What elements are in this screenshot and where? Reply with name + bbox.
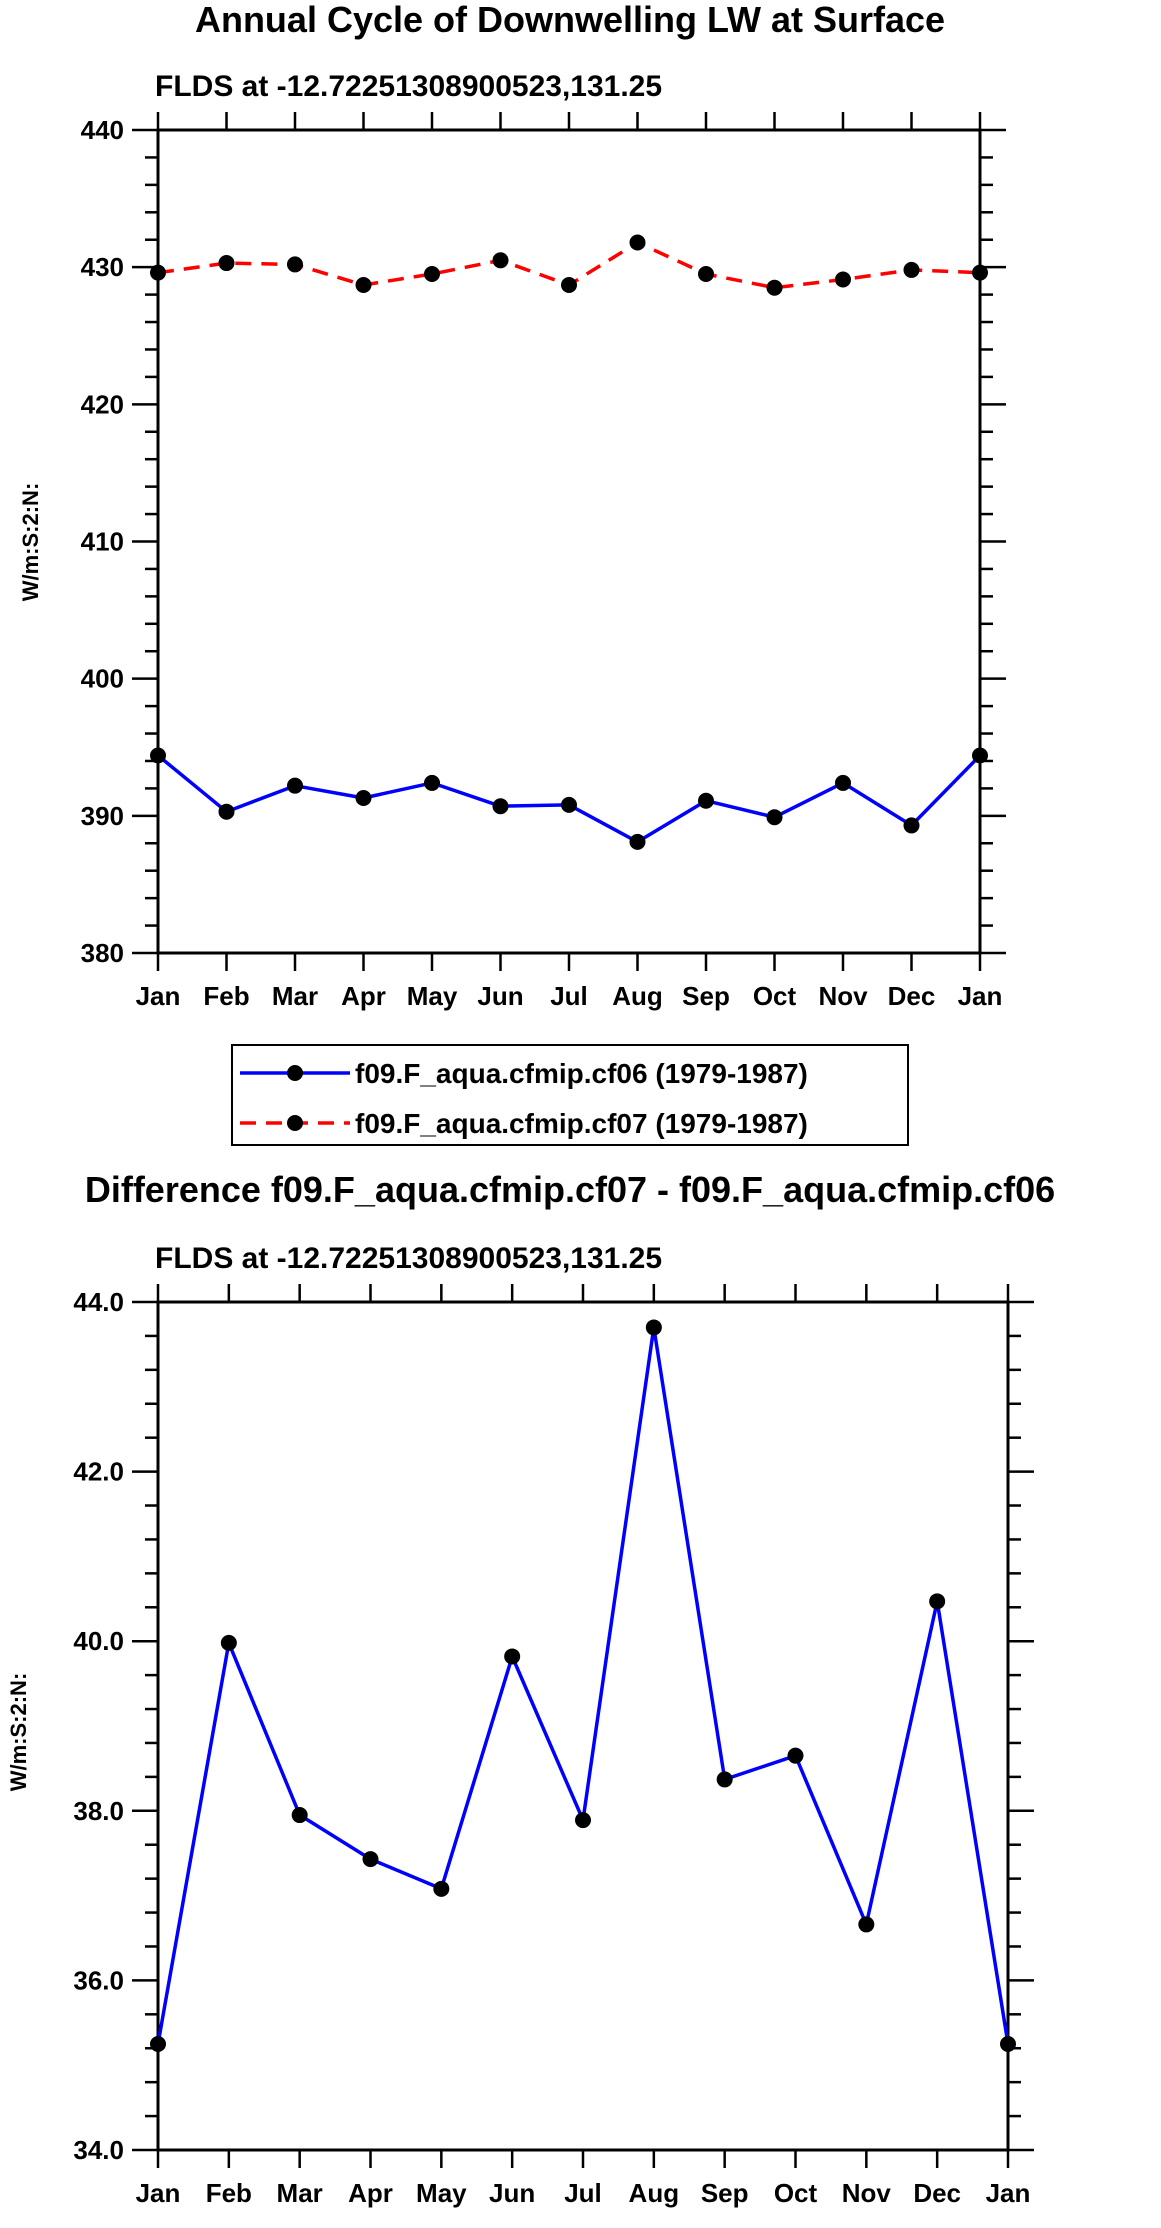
chart1-ytick-label: 410: [81, 527, 124, 557]
chart1-series-0-point: [355, 790, 372, 807]
chart1-plot-frame: [156, 128, 982, 955]
chart2-xtick-label: May: [416, 2178, 467, 2208]
legend: f09.F_aqua.cfmip.cf06 (1979-1987) f09.F_…: [231, 1044, 909, 1146]
legend-box: [231, 1044, 909, 1146]
chart1-ytick-label: 380: [81, 938, 124, 968]
chart2-series-0-point: [433, 1880, 450, 1897]
chart1-series-1-point: [424, 266, 440, 283]
chart2-ytick-label: 42.0: [73, 1457, 124, 1487]
chart1-ylabel: W/m:S:2:N:: [18, 483, 43, 602]
chart1-series-0-point: [492, 798, 509, 815]
chart1-xtick-label: Sep: [682, 981, 730, 1011]
chart1-xtick-label: Feb: [203, 981, 249, 1011]
chart2-xtick-label: Sep: [701, 2178, 749, 2208]
chart1-xtick-label: Jun: [477, 981, 523, 1011]
legend-marker-cf06: [287, 1065, 303, 1081]
chart2-xtick-label: Dec: [913, 2178, 961, 2208]
chart1-series-1-point: [698, 266, 714, 283]
chart1-series-1-point: [561, 276, 577, 293]
chart2-xtick-label: Oct: [774, 2178, 818, 2208]
chart1-ytick-label: 430: [81, 252, 124, 282]
chart2-axes: 34.0 36.0 38.0 40.0 42.0 44.0 Jan Feb Mar Apr May J…: [73, 1284, 1034, 2208]
chart2-series-0-point: [362, 1851, 379, 1868]
chart1-xtick-label: Oct: [753, 981, 797, 1011]
chart2-ytick-label: 38.0: [73, 1796, 124, 1826]
chart1-series-1-point: [218, 255, 235, 272]
chart2-series-0-point: [504, 1648, 521, 1665]
chart2-ytick-label: 36.0: [73, 1965, 124, 1995]
chart2-ytick-label: 40.0: [73, 1626, 124, 1656]
chart2-subtitle: FLDS at -12.72251308900523,131.25: [155, 1242, 662, 1275]
chart2-series-0-point: [716, 1771, 733, 1788]
chart1-series-1-point: [287, 256, 303, 273]
chart1-title: Annual Cycle of Downwelling LW at Surfac…: [195, 0, 945, 40]
chart2-series-0-point: [645, 1319, 662, 1336]
chart1-xtick-label: Jan: [958, 981, 1003, 1011]
chart1-series-1-point: [492, 252, 509, 269]
chart1-series-0-point: [561, 796, 577, 813]
chart1-xtick-label: Mar: [272, 981, 318, 1011]
chart1-series-1-point: [150, 264, 166, 281]
chart1-series-1-point: [835, 271, 851, 288]
chart2-xtick-label: Jan: [986, 2178, 1031, 2208]
legend-label-cf06: f09.F_aqua.cfmip.cf06 (1979-1987): [355, 1058, 808, 1089]
chart2-series-0-point: [858, 1916, 875, 1933]
chart1-series-0-point: [698, 792, 714, 809]
chart1-series-1-point: [629, 234, 646, 251]
chart2-series-0-point: [575, 1812, 591, 1829]
chart2-xtick-label: Aug: [629, 2178, 680, 2208]
chart1-series-0-point: [424, 774, 440, 791]
chart1-series-0-point: [629, 833, 646, 850]
chart1-xtick-label: Aug: [612, 981, 663, 1011]
chart2-series-line-0: [156, 1325, 1010, 2045]
chart1-series-1-point: [903, 261, 920, 278]
chart1-series-1-point: [972, 264, 988, 281]
chart1-axes: 380 390 400 410 420 430 440 Jan Feb Mar Apr May Jun J…: [81, 112, 1006, 1011]
chart2-ytick-label: 44.0: [73, 1287, 124, 1317]
chart1-ytick-label: 420: [81, 389, 124, 419]
chart2-ylabel: W/m:S:2:N:: [6, 1673, 31, 1792]
chart1-series-0-point: [287, 777, 303, 794]
chart2-series-0-point: [291, 1807, 308, 1824]
chart2-title: Difference f09.F_aqua.cfmip.cf07 - f09.F…: [85, 1169, 1055, 1210]
chart1-series-0-point: [903, 817, 920, 834]
chart2-xtick-label: Mar: [277, 2178, 323, 2208]
chart1-series-1-point: [766, 279, 783, 296]
chart1-subtitle: FLDS at -12.72251308900523,131.25: [155, 70, 662, 103]
chart2-series-0-point: [150, 2036, 166, 2052]
chart1-ytick-label: 390: [81, 801, 124, 831]
chart1-series-1-point: [355, 276, 372, 293]
chart1-series: [150, 234, 988, 850]
chart1-series-0-point: [835, 774, 851, 791]
legend-marker-cf07: [287, 1115, 303, 1131]
chart2-xtick-label: Nov: [842, 2178, 892, 2208]
legend-label-cf07: f09.F_aqua.cfmip.cf07 (1979-1987): [355, 1108, 808, 1139]
chart1-series-0-point: [150, 747, 166, 764]
chart1-xtick-label: Apr: [341, 981, 386, 1011]
chart2-series-0-point: [1000, 2036, 1016, 2052]
chart1-xtick-label: Jul: [550, 981, 588, 1011]
chart2-series-0-point: [929, 1593, 946, 1610]
chart2-series: [150, 1319, 1016, 2052]
chart2-plot-frame: [156, 1300, 1010, 2152]
chart2-series-0-point: [787, 1747, 804, 1764]
chart1-series-0-point: [218, 803, 235, 820]
chart2-series-0-point: [220, 1634, 237, 1651]
chart2-xtick-label: Jan: [136, 2178, 181, 2208]
chart1-xtick-label: Dec: [888, 981, 936, 1011]
chart2-ytick-label: 34.0: [73, 2135, 124, 2165]
chart2-xtick-label: Apr: [348, 2178, 393, 2208]
chart2-xtick-label: Jun: [489, 2178, 535, 2208]
chart1-ytick-label: 400: [81, 664, 124, 694]
chart1-ytick-label: 440: [81, 115, 124, 145]
chart1-xtick-label: May: [407, 981, 458, 1011]
chart2-xtick-label: Jul: [564, 2178, 602, 2208]
chart2-xtick-label: Feb: [206, 2178, 252, 2208]
chart1-xtick-label: Jan: [136, 981, 181, 1011]
chart1-series-0-point: [766, 809, 783, 826]
chart1-series-0-point: [972, 747, 988, 764]
chart1-xtick-label: Nov: [818, 981, 868, 1011]
